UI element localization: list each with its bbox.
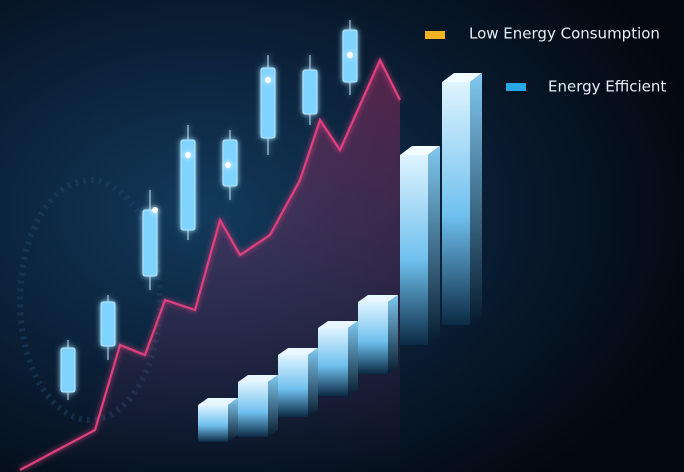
legend-label: Low Energy Consumption: [469, 25, 660, 43]
trend-line: [19, 57, 401, 471]
candlesticks: [60, 20, 358, 400]
sparkles: [152, 52, 353, 213]
legend-label: Energy Efficient: [548, 78, 666, 96]
legend-swatch: [506, 83, 526, 91]
legend-swatch: [425, 31, 445, 39]
bars: [198, 73, 482, 442]
decor-ring: [17, 177, 163, 423]
